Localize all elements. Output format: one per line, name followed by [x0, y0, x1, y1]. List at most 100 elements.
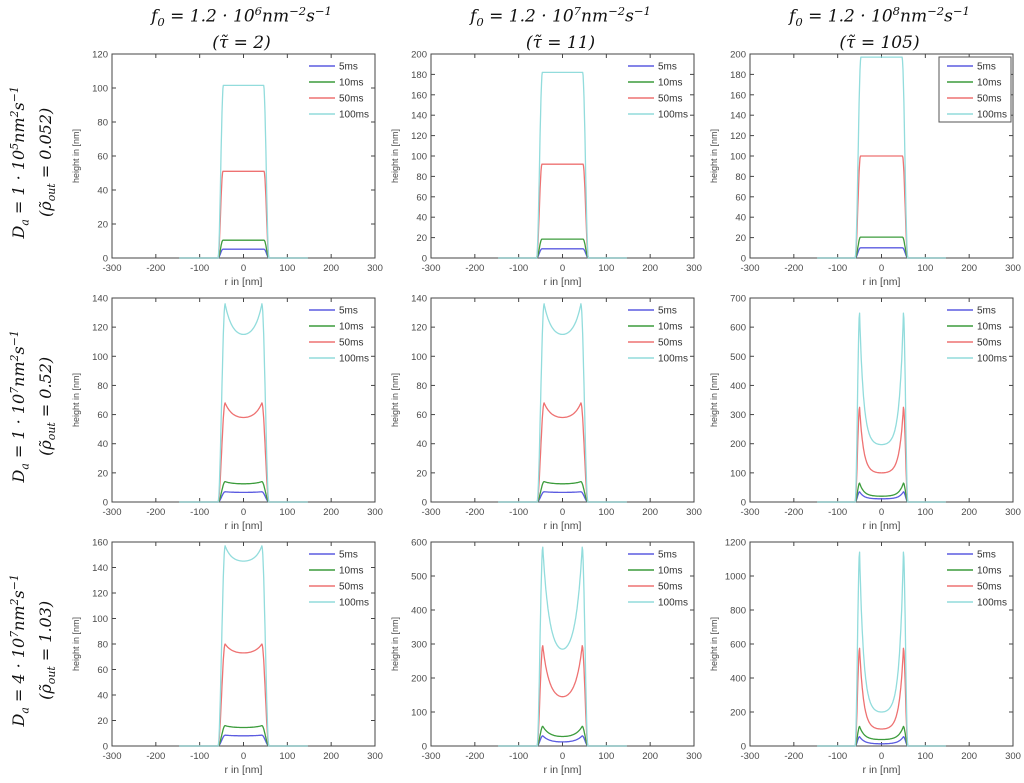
svg-text:50ms: 50ms	[977, 582, 1001, 593]
svg-text:10ms: 10ms	[339, 78, 363, 89]
svg-text:300: 300	[686, 507, 702, 518]
svg-text:0: 0	[422, 498, 427, 509]
svg-text:140: 140	[92, 294, 108, 305]
svg-text:-200: -200	[146, 507, 165, 518]
svg-text:400: 400	[411, 606, 427, 617]
plot-r2c2: -300 -200 -100 0 100 200 300 0 20 40 60 80 100 120 140…	[385, 290, 704, 534]
svg-text:100: 100	[279, 263, 295, 274]
svg-text:300: 300	[686, 751, 702, 762]
svg-text:200: 200	[961, 263, 977, 274]
svg-text:100ms: 100ms	[339, 598, 369, 609]
svg-text:200: 200	[730, 50, 746, 61]
svg-text:300: 300	[1005, 263, 1021, 274]
svg-text:180: 180	[411, 70, 427, 81]
row-label-3: Da = 4 · 107nm2s−1 (ρ̃out = 1.03)	[0, 534, 66, 778]
column-header-1-line2: (τ̃ = 2)	[212, 33, 271, 54]
svg-text:400: 400	[730, 381, 746, 392]
svg-text:800: 800	[730, 606, 746, 617]
svg-text:r in [nm]: r in [nm]	[225, 764, 263, 776]
svg-text:50ms: 50ms	[977, 338, 1001, 349]
svg-text:5ms: 5ms	[658, 306, 677, 317]
svg-text:120: 120	[92, 50, 108, 61]
svg-text:-100: -100	[509, 507, 528, 518]
svg-text:200: 200	[323, 263, 339, 274]
svg-text:80: 80	[416, 381, 427, 392]
svg-text:20: 20	[416, 233, 427, 244]
svg-text:100: 100	[730, 152, 746, 163]
svg-text:0: 0	[741, 742, 746, 753]
plot-r1c1: -300 -200 -100 0 100 200 300 0 20 40 60 80 100 120 r i…	[66, 46, 385, 290]
svg-text:120: 120	[730, 131, 746, 142]
svg-text:0: 0	[879, 751, 884, 762]
column-header-2-line2: (τ̃ = 11)	[525, 33, 596, 54]
svg-text:height in [nm]: height in [nm]	[71, 129, 81, 183]
svg-text:500: 500	[730, 352, 746, 363]
svg-text:10ms: 10ms	[977, 78, 1001, 89]
svg-text:600: 600	[730, 640, 746, 651]
svg-text:height in [nm]: height in [nm]	[390, 373, 400, 427]
svg-text:100ms: 100ms	[339, 354, 369, 365]
column-header-2-line1: f0 = 1.2 · 107nm−2s−1	[470, 4, 651, 30]
plot-canvas-r3c3: -300 -200 -100 0 100 200 300 0 200 400 600 800 1000 1…	[709, 538, 1021, 777]
svg-text:0: 0	[103, 254, 108, 265]
svg-text:80: 80	[97, 640, 108, 651]
svg-text:50ms: 50ms	[339, 582, 363, 593]
svg-text:5ms: 5ms	[977, 550, 996, 561]
svg-text:160: 160	[730, 90, 746, 101]
plot-canvas-r3c1: -300 -200 -100 0 100 200 300 0 20 40 60 80 100 120 140…	[71, 538, 383, 777]
svg-text:0: 0	[103, 498, 108, 509]
svg-text:80: 80	[735, 172, 746, 183]
svg-text:40: 40	[97, 439, 108, 450]
svg-text:100: 100	[598, 263, 614, 274]
svg-text:5ms: 5ms	[977, 306, 996, 317]
svg-text:300: 300	[367, 263, 383, 274]
svg-text:80: 80	[97, 118, 108, 129]
svg-text:height in [nm]: height in [nm]	[390, 129, 400, 183]
svg-text:200: 200	[730, 439, 746, 450]
svg-text:20: 20	[735, 233, 746, 244]
svg-text:100: 100	[92, 614, 108, 625]
svg-text:r in [nm]: r in [nm]	[225, 276, 263, 288]
svg-text:5ms: 5ms	[339, 306, 358, 317]
column-header-3-line2: (τ̃ = 105)	[839, 33, 920, 54]
svg-text:-300: -300	[740, 263, 759, 274]
svg-text:10ms: 10ms	[339, 566, 363, 577]
svg-text:600: 600	[411, 538, 427, 549]
plot-canvas-r1c3: -300 -200 -100 0 100 200 300 0 20 40 60 80 100 120 140…	[709, 50, 1021, 289]
svg-text:10ms: 10ms	[658, 566, 682, 577]
svg-text:300: 300	[730, 410, 746, 421]
svg-text:height in [nm]: height in [nm]	[390, 617, 400, 671]
svg-text:100ms: 100ms	[977, 354, 1007, 365]
svg-text:400: 400	[730, 674, 746, 685]
svg-text:60: 60	[735, 192, 746, 203]
svg-text:0: 0	[560, 751, 565, 762]
svg-text:-200: -200	[146, 751, 165, 762]
svg-text:300: 300	[367, 507, 383, 518]
svg-text:5ms: 5ms	[339, 550, 358, 561]
svg-text:40: 40	[416, 439, 427, 450]
svg-text:-300: -300	[421, 507, 440, 518]
svg-text:-100: -100	[509, 263, 528, 274]
svg-text:100ms: 100ms	[977, 598, 1007, 609]
svg-text:0: 0	[741, 498, 746, 509]
svg-text:140: 140	[92, 563, 108, 574]
row-label-1-line2: (ρ̃out = 0.052)	[35, 107, 58, 217]
svg-text:0: 0	[241, 507, 246, 518]
svg-text:200: 200	[323, 507, 339, 518]
column-header-3: f0 = 1.2 · 108nm−2s−1 (τ̃ = 105)	[704, 0, 1023, 53]
row-label-1: Da = 1 · 105nm2s−1 (ρ̃out = 0.052)	[0, 46, 66, 290]
svg-text:r in [nm]: r in [nm]	[863, 764, 901, 776]
svg-text:height in [nm]: height in [nm]	[709, 373, 719, 427]
column-header-3-line1: f0 = 1.2 · 108nm−2s−1	[789, 4, 970, 30]
svg-text:300: 300	[1005, 751, 1021, 762]
plot-r2c1: -300 -200 -100 0 100 200 300 0 20 40 60 80 100 120 140…	[66, 290, 385, 534]
svg-text:100: 100	[730, 468, 746, 479]
row-label-1-line1: Da = 1 · 105nm2s−1	[7, 85, 32, 239]
svg-text:0: 0	[103, 742, 108, 753]
svg-text:50ms: 50ms	[339, 94, 363, 105]
svg-text:300: 300	[686, 263, 702, 274]
svg-text:-100: -100	[828, 751, 847, 762]
column-header-2: f0 = 1.2 · 107nm−2s−1 (τ̃ = 11)	[385, 0, 704, 53]
svg-text:50ms: 50ms	[658, 338, 682, 349]
